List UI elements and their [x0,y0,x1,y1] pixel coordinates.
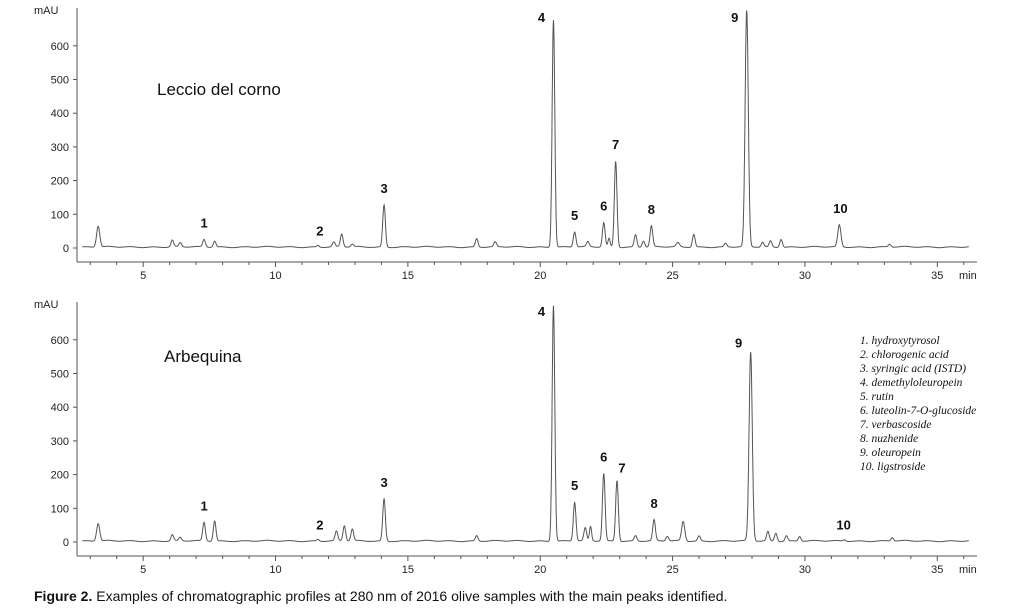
x-tick-label: 15 [402,564,414,576]
peak-label-4: 4 [538,304,546,319]
x-tick-label: 25 [666,270,678,282]
x-tick-label: 10 [269,564,281,576]
peak-label-10: 10 [836,518,850,533]
peak-label-9: 9 [735,335,742,350]
peak-label-10: 10 [833,201,847,216]
y-tick-label: 100 [51,209,69,221]
peak-legend: 1. hydroxytyrosol 2. chlorogenic acid 3.… [859,335,976,473]
peak-label-3: 3 [380,475,387,490]
y-tick-label: 300 [51,436,69,448]
x-tick-label: 20 [534,270,546,282]
sample-title: Arbequina [164,347,242,366]
chromatogram-trace [82,10,969,249]
peak-label-4: 4 [538,10,546,25]
y-tick-label: 600 [51,41,69,53]
figure-caption-label: Figure 2. [34,588,93,604]
peak-label-8: 8 [650,496,657,511]
peak-label-3: 3 [380,181,387,196]
x-tick-label: 5 [140,270,146,282]
y-tick-label: 300 [51,142,69,154]
x-tick-label: 20 [534,564,546,576]
legend-item: 2. chlorogenic acid [860,349,949,361]
x-tick-label: 15 [402,270,414,282]
y-axis-unit: mAU [34,299,59,311]
legend-item: 7. verbascoside [860,419,932,431]
figure-caption-text: Examples of chromatographic profiles at … [92,588,728,604]
x-tick-label: 35 [931,564,943,576]
figure-caption: Figure 2. Examples of chromatographic pr… [34,588,727,604]
chromatogram-trace [82,305,969,543]
x-tick-label: 35 [931,270,943,282]
y-tick-label: 400 [51,402,69,414]
y-tick-label: 200 [51,176,69,188]
peak-label-7: 7 [612,137,619,152]
peak-label-2: 2 [316,517,323,532]
peak-label-1: 1 [200,498,207,513]
peak-label-6: 6 [600,199,607,214]
legend-item: 5. rutin [860,391,894,403]
x-tick-label: 30 [799,270,811,282]
y-axis-unit: mAU [34,5,59,17]
x-axis-unit: min [959,270,977,282]
peak-label-5: 5 [571,208,578,223]
y-tick-label: 0 [63,243,69,255]
peak-label-6: 6 [600,450,607,465]
peak-label-9: 9 [731,10,738,25]
x-tick-label: 25 [666,564,678,576]
legend-item: 9. oleuropein [860,447,921,459]
x-axis-unit: min [959,564,977,576]
legend-item: 3. syringic acid (ISTD) [859,363,966,375]
legend-item: 8. nuzhenide [860,433,918,445]
legend-item: 4. demethyloleuropein [860,377,963,389]
y-tick-label: 400 [51,108,69,120]
x-tick-label: 30 [799,564,811,576]
y-tick-label: 100 [51,503,69,515]
sample-title: Leccio del corno [157,80,281,99]
legend-item: 10. ligstroside [860,461,925,473]
y-tick-label: 500 [51,75,69,87]
peak-label-7: 7 [618,460,625,475]
x-tick-label: 5 [140,564,146,576]
y-tick-label: 200 [51,470,69,482]
y-tick-label: 600 [51,335,69,347]
peak-label-1: 1 [200,216,207,231]
x-tick-label: 10 [269,270,281,282]
y-tick-label: 500 [51,369,69,381]
legend-item: 1. hydroxytyrosol [860,335,940,347]
legend-item: 6. luteolin-7-O-glucoside [860,405,976,417]
y-tick-label: 0 [63,537,69,549]
peak-label-8: 8 [648,202,655,217]
peak-label-2: 2 [316,223,323,238]
peak-label-5: 5 [571,478,578,493]
